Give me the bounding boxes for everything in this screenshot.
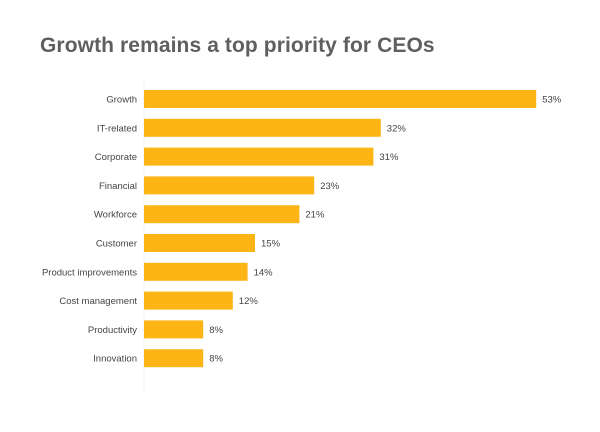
category-label: IT-related [97, 123, 137, 134]
bar-innovation [144, 349, 204, 368]
category-label: Cost management [59, 296, 137, 307]
chart-title: Growth remains a top priority for CEOs [40, 34, 435, 57]
category-label: Workforce [94, 210, 137, 221]
value-label: 21% [305, 210, 325, 221]
value-label: 8% [209, 325, 223, 336]
category-label: Productivity [88, 325, 137, 336]
bar-productivity [144, 320, 204, 339]
value-label: 8% [209, 354, 223, 365]
bar-corporate [144, 147, 374, 166]
value-label: 12% [239, 296, 259, 307]
bar-financial [144, 176, 315, 195]
category-label: Customer [96, 239, 137, 250]
category-label: Financial [99, 181, 137, 192]
bar-product-improvements [144, 262, 248, 281]
value-label: 15% [261, 239, 281, 250]
value-label: 31% [379, 152, 399, 163]
category-label: Corporate [95, 152, 137, 163]
category-label: Innovation [93, 354, 137, 365]
bar-customer [144, 234, 255, 252]
value-label: 32% [387, 123, 407, 134]
bar-cost-management [144, 291, 233, 310]
bar-growth [144, 90, 537, 108]
category-label: Growth [106, 95, 137, 106]
bar-workforce [144, 205, 300, 224]
bar-it-related [144, 118, 381, 137]
category-label: Product improvements [42, 267, 137, 278]
value-label: 14% [254, 267, 274, 278]
value-label: 23% [320, 181, 340, 192]
value-label: 53% [542, 95, 562, 106]
